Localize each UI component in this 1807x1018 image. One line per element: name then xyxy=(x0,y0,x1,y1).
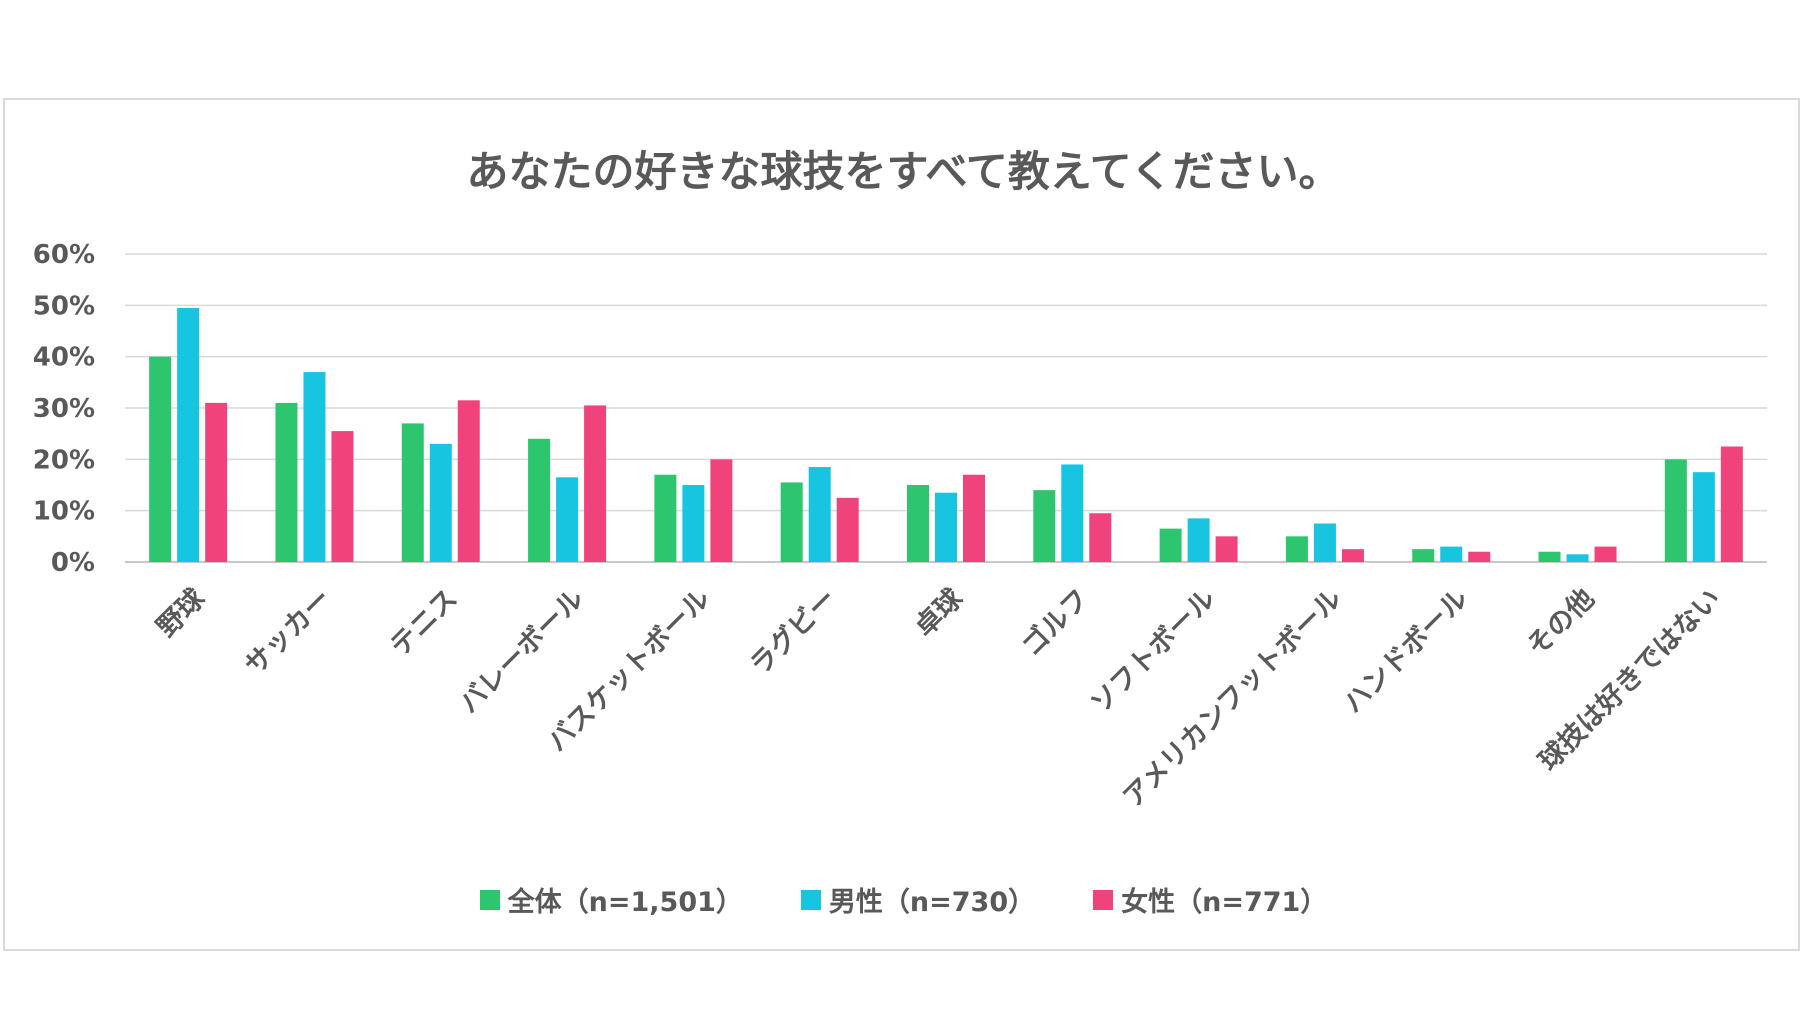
x-tick-label: ラグビー xyxy=(744,582,843,681)
bar xyxy=(682,485,705,562)
x-tick-label: アメリカンフットボール xyxy=(1117,583,1347,813)
bar xyxy=(963,474,985,562)
legend-label: 女性（n=771） xyxy=(1121,887,1328,918)
y-tick-label: 50% xyxy=(33,291,95,321)
legend-swatch xyxy=(1093,889,1114,910)
x-tick-label: 野球 xyxy=(151,582,212,643)
bar xyxy=(1033,490,1056,562)
bar xyxy=(710,459,733,562)
bar xyxy=(1285,536,1308,562)
bar xyxy=(528,438,551,562)
bar xyxy=(149,356,172,562)
bar xyxy=(836,497,859,562)
x-tick-label: バレーボール xyxy=(454,583,590,719)
bar xyxy=(1594,546,1617,562)
x-tick-label: ソフトボール xyxy=(1085,583,1221,719)
y-tick-label: 30% xyxy=(33,394,95,424)
legend-item: 男性（n=730） xyxy=(800,880,1036,919)
bar xyxy=(401,423,424,562)
bar xyxy=(177,307,200,562)
bar xyxy=(1664,459,1687,562)
bar xyxy=(1089,513,1112,562)
x-tick-label: ハンドボール xyxy=(1338,583,1474,719)
x-tick-label: 卓球 xyxy=(909,582,970,643)
legend-label: 全体（n=1,501） xyxy=(507,887,743,918)
gridlines xyxy=(125,253,1767,563)
x-tick-label: テニス xyxy=(385,583,464,662)
bar xyxy=(556,477,579,562)
bar xyxy=(457,400,480,562)
legend-item: 全体（n=1,501） xyxy=(479,880,743,919)
legend-swatch xyxy=(479,889,500,910)
x-tick-label: サッカー xyxy=(239,583,337,681)
legend-swatch xyxy=(800,889,821,910)
y-axis-ticks: 0% 10% 20% 30% 40% 50% 60% xyxy=(33,240,95,578)
bar xyxy=(1538,551,1561,562)
y-tick-label: 40% xyxy=(33,343,95,373)
x-tick-label: その他 xyxy=(1521,583,1600,662)
bar xyxy=(780,482,803,562)
chart-title: あなたの好きな球技をすべて教えてください。 xyxy=(466,147,1341,196)
x-tick-label: ゴルフ xyxy=(1015,582,1095,662)
bar xyxy=(1566,554,1589,562)
chart-frame xyxy=(3,98,1800,951)
bar xyxy=(1440,546,1463,562)
y-tick-label: 0% xyxy=(51,548,95,578)
bar xyxy=(1720,446,1743,562)
bar xyxy=(331,431,354,562)
bar xyxy=(1341,549,1364,562)
bar xyxy=(205,402,228,562)
bar xyxy=(1313,523,1336,562)
bar xyxy=(1215,536,1238,562)
bar xyxy=(654,474,677,562)
bar xyxy=(1159,528,1182,562)
legend-label: 男性（n=730） xyxy=(828,887,1036,918)
bar xyxy=(303,372,326,562)
legend: 全体（n=1,501） 男性（n=730） 女性（n=771） xyxy=(0,880,1807,919)
bar xyxy=(1692,472,1715,562)
bar xyxy=(907,485,929,562)
y-tick-label: 60% xyxy=(33,240,95,270)
bar xyxy=(275,402,298,562)
bar xyxy=(1468,551,1491,562)
legend-item: 女性（n=771） xyxy=(1093,880,1327,919)
y-tick-label: 10% xyxy=(33,497,95,527)
bars xyxy=(149,307,1743,562)
y-tick-label: 20% xyxy=(33,445,95,475)
bar xyxy=(935,492,957,562)
bar xyxy=(808,467,831,562)
bar xyxy=(584,405,607,562)
bar xyxy=(1187,518,1210,562)
bar xyxy=(1061,464,1084,562)
bar xyxy=(429,443,452,562)
bar xyxy=(1412,549,1435,562)
